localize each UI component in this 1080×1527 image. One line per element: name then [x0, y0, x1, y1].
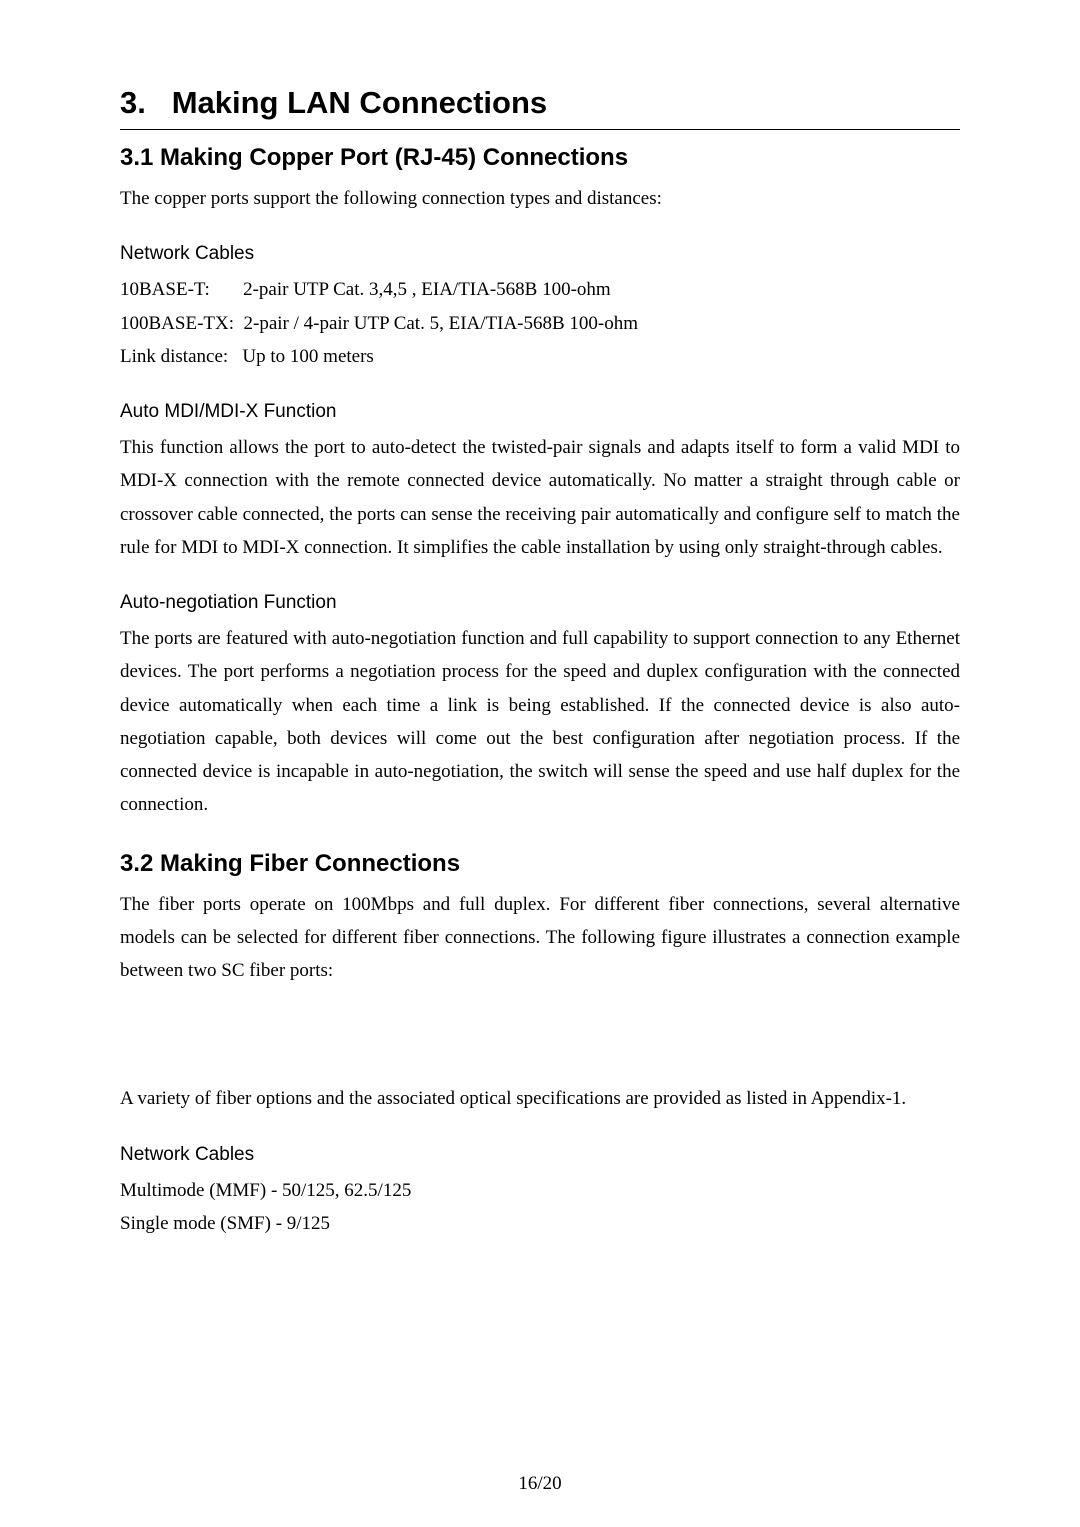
section-3-2-heading: 3.2 Making Fiber Connections: [120, 850, 960, 878]
section-3-1-intro: The copper ports support the following c…: [120, 182, 960, 215]
chapter-title-text: Making LAN Connections: [172, 85, 547, 120]
section-3-1-heading: 3.1 Making Copper Port (RJ-45) Connectio…: [120, 144, 960, 172]
section-3-2-variety: A variety of fiber options and the assoc…: [120, 1082, 960, 1115]
network-cables-heading-1: Network Cables: [120, 243, 960, 265]
auto-neg-heading: Auto-negotiation Function: [120, 592, 960, 614]
spec-multimode: Multimode (MMF) - 50/125, 62.5/125: [120, 1174, 960, 1207]
spec-link-distance: Link distance: Up to 100 meters: [120, 340, 960, 373]
auto-mdi-body: This function allows the port to auto-de…: [120, 431, 960, 564]
spec-singlemode: Single mode (SMF) - 9/125: [120, 1207, 960, 1240]
auto-neg-body: The ports are featured with auto-negotia…: [120, 622, 960, 822]
network-cables-block-2: Network Cables Multimode (MMF) - 50/125,…: [120, 1144, 960, 1241]
page-number: 16/20: [0, 1473, 1080, 1495]
chapter-title: 3. Making LAN Connections: [120, 85, 960, 121]
section-3-2-intro: The fiber ports operate on 100Mbps and f…: [120, 888, 960, 988]
network-cables-heading-2: Network Cables: [120, 1144, 960, 1166]
spec-100base-tx: 100BASE-TX: 2-pair / 4-pair UTP Cat. 5, …: [120, 307, 960, 340]
page-container: 3. Making LAN Connections 3.1 Making Cop…: [0, 0, 1080, 1527]
auto-mdi-heading: Auto MDI/MDI-X Function: [120, 401, 960, 423]
spec-10base-t: 10BASE-T: 2-pair UTP Cat. 3,4,5 , EIA/TI…: [120, 273, 960, 306]
section-3-2: 3.2 Making Fiber Connections The fiber p…: [120, 850, 960, 1241]
chapter-number: 3.: [120, 85, 146, 120]
network-cables-block-1: Network Cables 10BASE-T: 2-pair UTP Cat.…: [120, 243, 960, 373]
chapter-divider: [120, 129, 960, 130]
